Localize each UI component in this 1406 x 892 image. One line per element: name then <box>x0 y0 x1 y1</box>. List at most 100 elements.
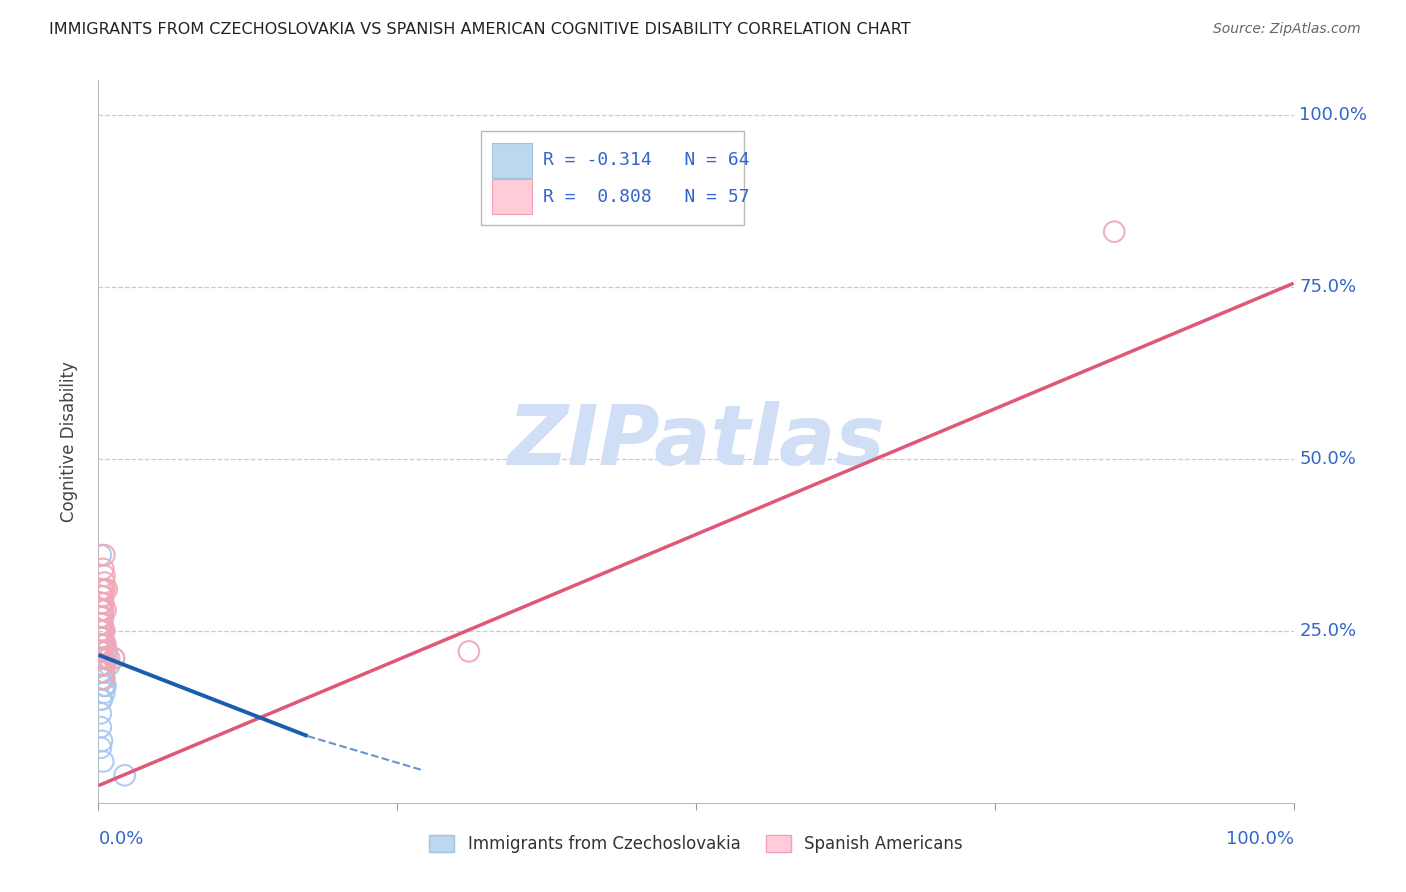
Point <box>91 644 114 658</box>
Text: 50.0%: 50.0% <box>1299 450 1357 467</box>
Point <box>90 638 112 652</box>
Point <box>94 638 117 652</box>
Point <box>91 624 114 638</box>
FancyBboxPatch shape <box>481 131 744 225</box>
Text: 75.0%: 75.0% <box>1299 277 1357 296</box>
Point <box>91 616 114 631</box>
Point <box>91 624 114 638</box>
Point <box>91 638 114 652</box>
Point <box>93 679 115 693</box>
Point <box>91 665 114 679</box>
Point <box>91 638 114 652</box>
FancyBboxPatch shape <box>492 179 533 214</box>
Point <box>91 631 114 645</box>
Point <box>91 672 114 686</box>
Point <box>90 624 112 638</box>
Point <box>91 651 114 665</box>
Point <box>90 624 112 638</box>
Point <box>91 590 114 604</box>
Point <box>91 638 114 652</box>
Point <box>90 548 112 562</box>
Point <box>90 720 112 734</box>
Text: 0.0%: 0.0% <box>98 830 143 848</box>
Point <box>98 658 121 673</box>
Point <box>93 658 115 673</box>
Point <box>93 665 115 679</box>
Text: 25.0%: 25.0% <box>1299 622 1357 640</box>
Text: 100.0%: 100.0% <box>1226 830 1294 848</box>
Point <box>93 548 115 562</box>
Point <box>91 631 114 645</box>
Text: IMMIGRANTS FROM CZECHOSLOVAKIA VS SPANISH AMERICAN COGNITIVE DISABILITY CORRELAT: IMMIGRANTS FROM CZECHOSLOVAKIA VS SPANIS… <box>49 22 911 37</box>
Point <box>90 610 112 624</box>
Point <box>91 755 114 769</box>
Point <box>90 651 112 665</box>
FancyBboxPatch shape <box>492 143 533 178</box>
Point <box>91 651 114 665</box>
Point <box>93 638 115 652</box>
Text: ZIPatlas: ZIPatlas <box>508 401 884 482</box>
Point <box>91 562 114 576</box>
Point <box>91 658 114 673</box>
Point <box>96 651 118 665</box>
Point <box>91 651 114 665</box>
Point <box>93 575 115 590</box>
Point <box>91 596 114 610</box>
Point <box>91 658 114 673</box>
Point <box>91 631 114 645</box>
Point <box>91 672 114 686</box>
Point <box>90 638 112 652</box>
Point <box>91 651 114 665</box>
Point <box>91 631 114 645</box>
Point <box>96 582 118 597</box>
Point <box>91 631 114 645</box>
Point <box>91 644 114 658</box>
Point <box>91 610 114 624</box>
Point <box>91 596 114 610</box>
Point <box>90 638 112 652</box>
Point <box>94 679 117 693</box>
Point <box>91 603 114 617</box>
Point <box>91 638 114 652</box>
Point <box>90 638 112 652</box>
Point <box>91 610 114 624</box>
Point <box>90 658 112 673</box>
Point <box>90 638 112 652</box>
Point <box>103 651 125 665</box>
Point <box>90 624 112 638</box>
Point <box>91 651 114 665</box>
Point <box>91 665 114 679</box>
Point <box>90 638 112 652</box>
Point <box>91 616 114 631</box>
Point <box>91 672 114 686</box>
Point <box>90 603 112 617</box>
Point <box>90 644 112 658</box>
Text: 100.0%: 100.0% <box>1299 105 1368 124</box>
Point <box>90 651 112 665</box>
Text: Source: ZipAtlas.com: Source: ZipAtlas.com <box>1213 22 1361 37</box>
Point <box>91 672 114 686</box>
Point <box>91 672 114 686</box>
Point <box>91 596 114 610</box>
Point <box>93 582 115 597</box>
Point <box>90 644 112 658</box>
Text: R =  0.808   N = 57: R = 0.808 N = 57 <box>543 187 749 205</box>
Point <box>91 631 114 645</box>
Point <box>90 631 112 645</box>
Point <box>90 644 112 658</box>
Legend: Immigrants from Czechoslovakia, Spanish Americans: Immigrants from Czechoslovakia, Spanish … <box>423 828 969 860</box>
Point <box>90 651 112 665</box>
Point <box>93 568 115 582</box>
Point <box>94 651 117 665</box>
Point <box>90 644 112 658</box>
Point <box>91 582 114 597</box>
Point <box>90 665 112 679</box>
Point <box>91 658 114 673</box>
Point <box>458 644 481 658</box>
Point <box>93 686 115 700</box>
Point <box>94 603 117 617</box>
Point <box>90 631 112 645</box>
Point <box>114 768 136 782</box>
Y-axis label: Cognitive Disability: Cognitive Disability <box>59 361 77 522</box>
Text: R = -0.314   N = 64: R = -0.314 N = 64 <box>543 152 749 169</box>
